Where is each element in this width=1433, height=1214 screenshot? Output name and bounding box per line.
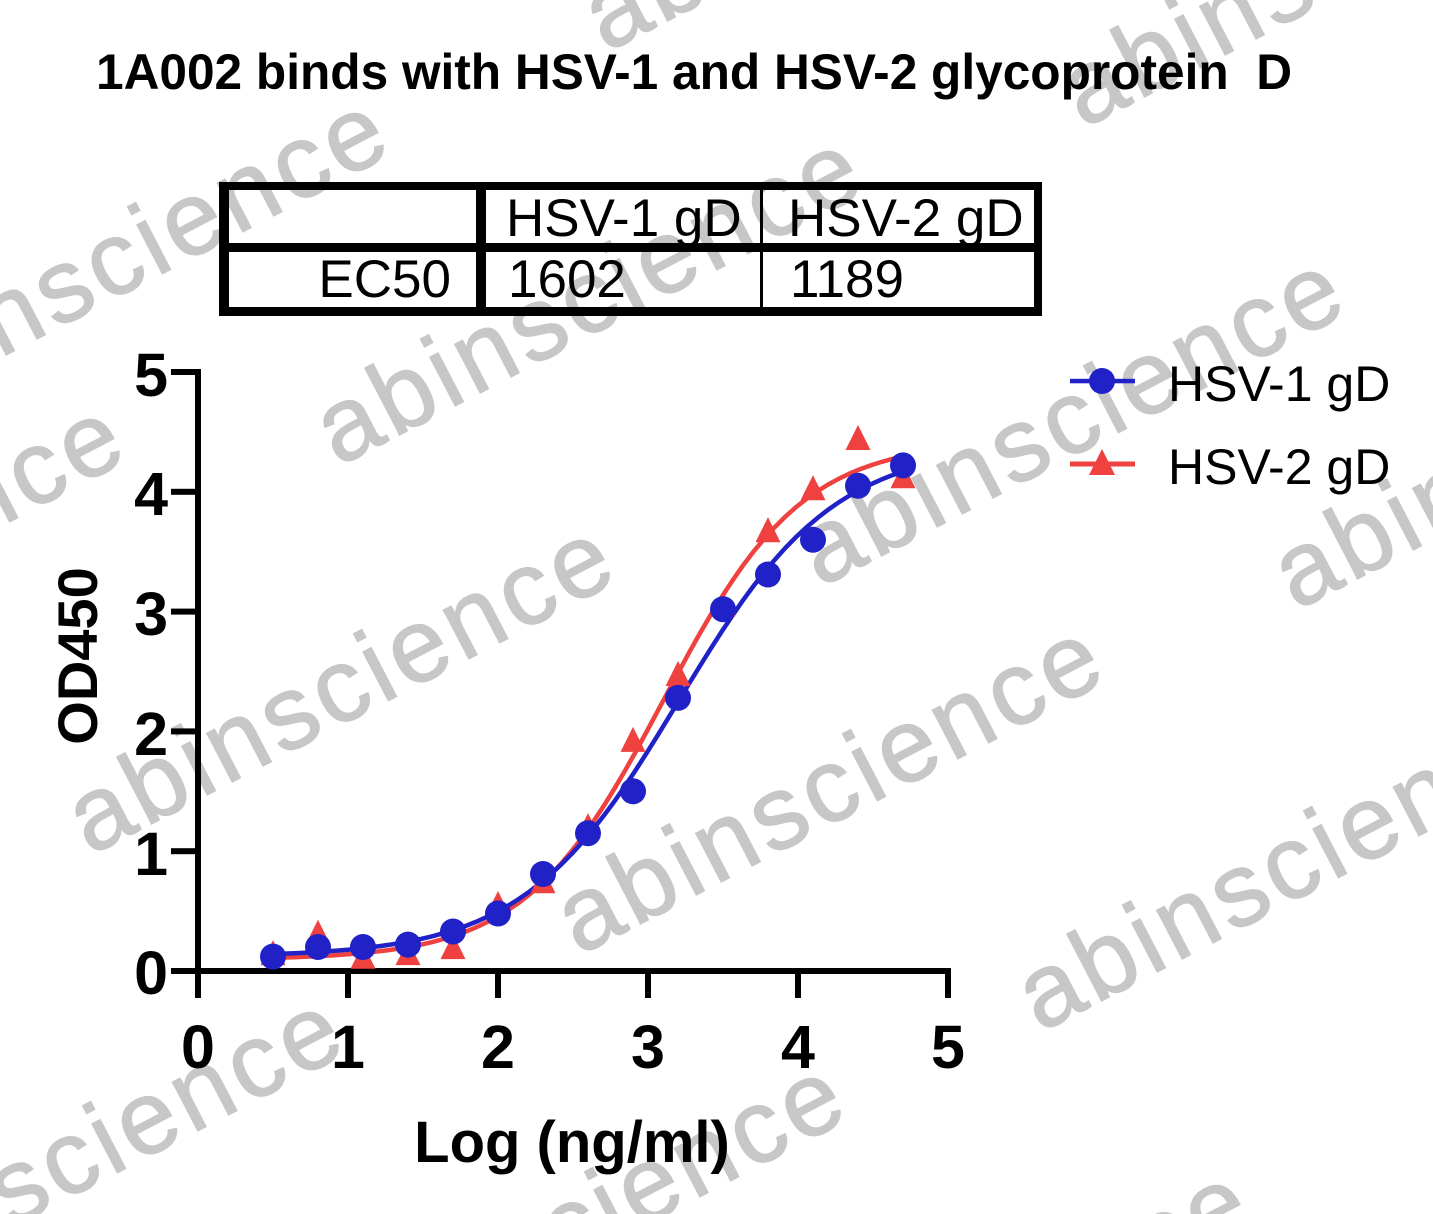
svg-text:HSV-1 gD: HSV-1 gD <box>506 189 742 248</box>
svg-text:3: 3 <box>134 580 168 648</box>
svg-text:HSV-2 gD: HSV-2 gD <box>788 189 1024 248</box>
svg-text:abinscience: abinscience <box>0 968 364 1214</box>
svg-text:5: 5 <box>134 341 168 409</box>
svg-text:4: 4 <box>781 1013 815 1081</box>
svg-text:1: 1 <box>331 1013 365 1081</box>
svg-text:0: 0 <box>181 1013 215 1081</box>
svg-text:1189: 1189 <box>790 250 904 309</box>
svg-text:HSV-2 gD: HSV-2 gD <box>1168 439 1390 495</box>
svg-text:5: 5 <box>931 1013 965 1081</box>
svg-text:4: 4 <box>134 460 168 528</box>
svg-text:2: 2 <box>481 1013 515 1081</box>
svg-text:1A002 binds with HSV-1 and HSV: 1A002 binds with HSV-1 and HSV-2 glycopr… <box>96 44 1292 100</box>
svg-text:1602: 1602 <box>508 250 626 309</box>
svg-text:EC50: EC50 <box>318 250 451 309</box>
svg-text:OD450: OD450 <box>46 567 109 744</box>
svg-text:Log (ng/ml): Log (ng/ml) <box>414 1110 730 1175</box>
svg-text:3: 3 <box>631 1013 665 1081</box>
svg-text:0: 0 <box>134 939 168 1007</box>
svg-text:HSV-1 gD: HSV-1 gD <box>1168 356 1390 412</box>
svg-text:1: 1 <box>134 820 168 888</box>
svg-text:2: 2 <box>134 700 168 768</box>
